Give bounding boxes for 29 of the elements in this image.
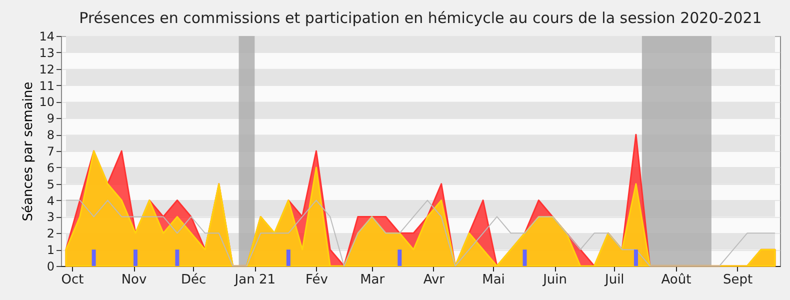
y-tick-label: 3: [46, 210, 54, 224]
x-tick-label: Mai: [482, 272, 505, 288]
y-tick-label: 12: [39, 62, 54, 76]
y-tick-label: 13: [39, 46, 54, 60]
x-tick-label: Avr: [423, 272, 446, 288]
y-tick-label: 11: [39, 78, 54, 93]
x-tick-label: Fév: [306, 272, 328, 288]
chart-title: Présences en commissions et participation en hémicycle au cours de la session 2020-2021: [79, 9, 762, 27]
y-tick-label: 1: [46, 243, 54, 258]
x-tick-label: Jan 21: [234, 272, 276, 288]
x-tick-label: Nov: [121, 272, 148, 288]
y-tick-label: 8: [46, 128, 54, 142]
y-axis-title: Séances par semaine: [21, 82, 36, 222]
x-tick-label: Sept: [722, 272, 753, 288]
y-tick-label: 7: [46, 144, 54, 158]
x-tick-label: Déc: [181, 272, 206, 288]
y-tick-label: 5: [46, 177, 54, 192]
y-tick-label: 4: [46, 194, 54, 208]
y-tick-label: 14: [39, 30, 54, 44]
x-tick-label: Août: [661, 272, 692, 288]
y-tick-label: 2: [46, 226, 54, 241]
x-tick-label: Juil: [604, 272, 624, 288]
y-tick-label: 9: [46, 112, 54, 126]
x-tick-label: Mar: [360, 272, 386, 288]
y-tick-label: 10: [39, 95, 54, 110]
x-tick-label: Oct: [61, 272, 84, 288]
x-tick-label: Juin: [542, 272, 568, 288]
y-tick-label: 6: [46, 160, 54, 175]
y-tick-label: 0: [46, 260, 54, 274]
